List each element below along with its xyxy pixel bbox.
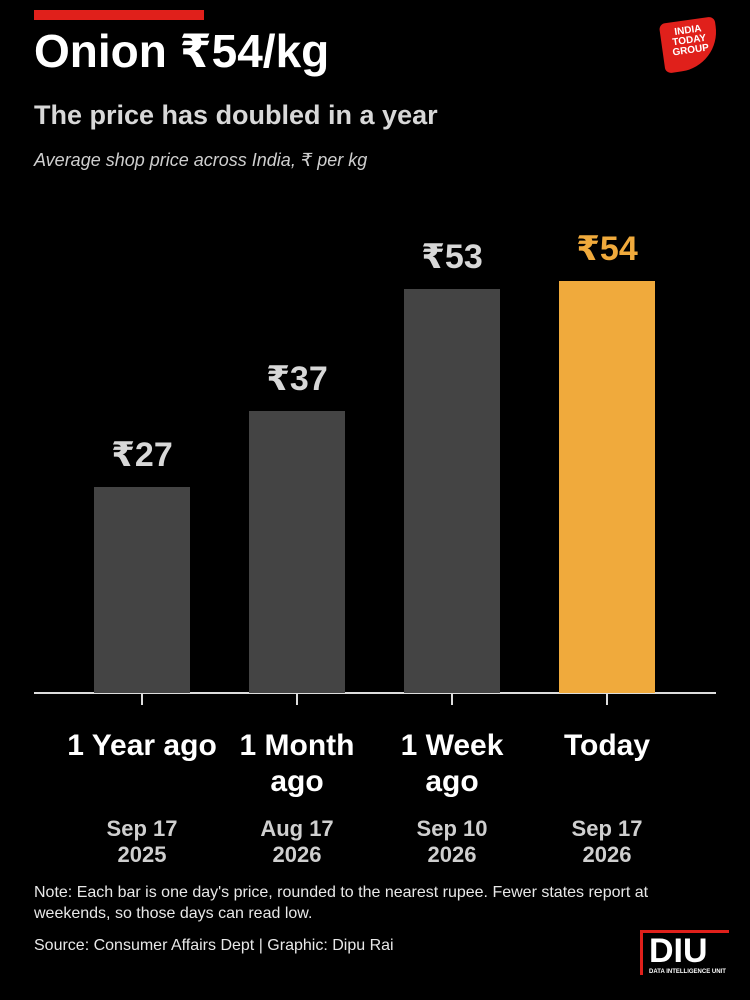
unit-logo: DIU DATA INTELLIGENCE UNIT	[640, 930, 729, 975]
baseline	[34, 692, 716, 694]
note: Note: Each bar is one day's price, round…	[34, 884, 649, 922]
tick-mark	[606, 693, 608, 705]
bar	[404, 288, 500, 693]
publisher-logo: INDIA TODAY GROUP	[658, 16, 722, 74]
value-label: ₹53	[421, 237, 483, 276]
value-label: ₹37	[266, 359, 328, 398]
unit-logo-name: DATA INTELLIGENCE UNIT	[649, 969, 726, 975]
source: Source: Consumer Affairs Dept | Graphic:…	[34, 937, 394, 954]
bar	[94, 487, 190, 693]
date-label: Sep 10 2026	[416, 816, 488, 867]
bar	[249, 410, 345, 693]
publisher-logo-text: INDIA TODAY GROUP	[671, 23, 710, 59]
value-label: ₹54	[576, 230, 638, 268]
bar	[559, 281, 655, 693]
x-tick-label: Today	[563, 729, 651, 762]
value-label: ₹27	[111, 436, 173, 474]
tick-mark	[296, 693, 298, 705]
tick-mark	[451, 693, 453, 705]
chart-title: Onion ₹54/kg	[34, 25, 330, 77]
x-tick-label: 1 Month ago	[239, 729, 355, 798]
date-label: Sep 17 2025	[106, 816, 178, 867]
unit-logo-mark: DIU	[649, 932, 708, 970]
date-label: Sep 17 2026	[571, 816, 643, 867]
date-label: Aug 17 2026	[260, 816, 334, 867]
accent-bar	[34, 10, 204, 20]
chart-description: Average shop price across India, ₹ per k…	[34, 150, 368, 170]
x-tick-label: 1 Week ago	[400, 729, 504, 798]
tick-mark	[141, 693, 143, 705]
chart-subtitle: The price has doubled in a year	[34, 100, 438, 130]
x-tick-label: 1 Year ago	[67, 729, 217, 762]
